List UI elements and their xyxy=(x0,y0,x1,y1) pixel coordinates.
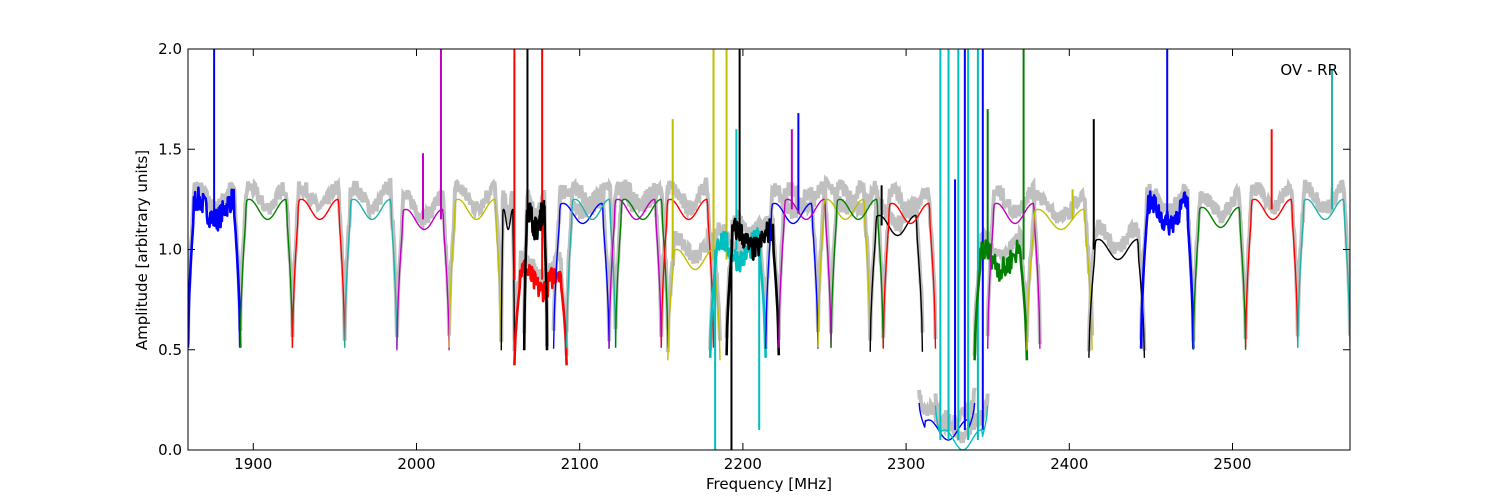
envelope-line xyxy=(1295,179,1350,336)
subband-line xyxy=(882,202,937,349)
x-axis-ticks: 1900 2000 2100 2200 2300 2400 2500 xyxy=(234,49,1252,473)
subband-line xyxy=(291,198,346,348)
subband-line xyxy=(1192,206,1247,350)
subband-line xyxy=(552,202,610,349)
subband-line xyxy=(1026,208,1093,351)
y-tick-label: 1.5 xyxy=(158,140,182,158)
subband-line xyxy=(987,202,1041,349)
y-tick-label: 0.0 xyxy=(158,441,182,459)
subband-line xyxy=(344,198,398,348)
subband-line xyxy=(765,202,819,349)
envelope-line xyxy=(708,214,768,351)
subband-line xyxy=(660,198,715,348)
envelope-line xyxy=(1086,217,1147,352)
envelope-line xyxy=(1024,186,1095,338)
envelope-line xyxy=(816,174,873,341)
x-tick-label: 2400 xyxy=(1050,455,1088,473)
subband-line xyxy=(830,198,884,348)
x-tick-label: 2500 xyxy=(1213,455,1251,473)
subband-line xyxy=(448,198,502,348)
subband-line xyxy=(239,198,294,348)
envelope-line xyxy=(564,177,618,333)
x-tick-label: 2000 xyxy=(397,455,435,473)
envelope-line xyxy=(290,176,347,341)
x-tick-label: 2300 xyxy=(887,455,925,473)
subband-line xyxy=(778,198,832,348)
subband-line xyxy=(817,198,871,348)
subband-line xyxy=(869,214,924,352)
envelope-line xyxy=(868,194,925,338)
envelope-line xyxy=(613,179,670,330)
envelope-line xyxy=(342,177,399,337)
subband-line xyxy=(667,248,721,361)
envelope-line xyxy=(933,393,990,444)
y-tick-label: 0.5 xyxy=(158,341,182,359)
y-tick-label: 1.0 xyxy=(158,241,182,259)
subband-line xyxy=(565,198,617,348)
envelope-line xyxy=(499,190,517,342)
envelope-line xyxy=(659,177,716,341)
subband-series xyxy=(188,49,1350,450)
subband-line xyxy=(608,198,662,348)
subband-line xyxy=(188,186,242,348)
envelope-line xyxy=(1191,182,1248,342)
subband-line xyxy=(513,259,568,366)
envelope-line xyxy=(665,226,722,353)
subband-line xyxy=(1088,238,1146,358)
subband-line xyxy=(1244,198,1299,348)
subband-line xyxy=(973,239,1029,361)
envelope-line xyxy=(829,179,886,333)
envelope-line xyxy=(238,177,295,330)
subband-line xyxy=(614,198,669,348)
x-tick-label: 2100 xyxy=(561,455,599,473)
envelope-line xyxy=(881,181,938,340)
subband-line xyxy=(500,208,516,351)
y-axis-ticks: 0.0 0.5 1.0 1.5 2.0 xyxy=(158,40,1350,459)
envelope-line xyxy=(447,178,504,343)
x-tick-label: 1900 xyxy=(234,455,272,473)
polarization-annotation: OV - RR xyxy=(1280,61,1338,79)
subband-line xyxy=(1297,198,1350,348)
envelope-line xyxy=(763,183,820,344)
y-axis-title: Amplitude [arbitrary units] xyxy=(133,150,151,350)
x-tick-label: 2200 xyxy=(724,455,762,473)
y-tick-label: 2.0 xyxy=(158,40,182,58)
envelope-line xyxy=(985,176,1042,345)
x-axis-title: Frequency [MHz] xyxy=(706,475,832,493)
